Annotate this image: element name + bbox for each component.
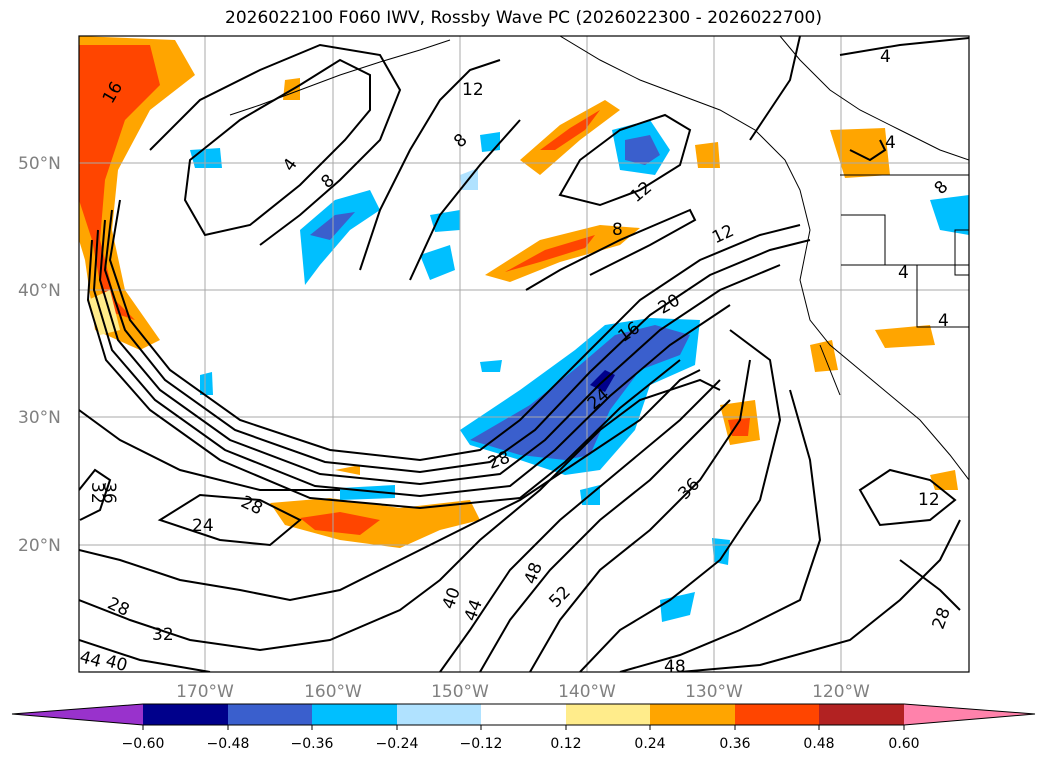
contour-label: 32 [87,482,107,504]
lon-label-130w: 130°W [685,682,743,702]
lat-label-20n: 20°N [18,536,61,556]
lat-label-50n: 50°N [18,154,61,174]
colorbar: −0.60 −0.48 −0.36 −0.24 −0.12 0.12 0.24 … [11,703,1036,752]
colorbar-cell [735,704,819,725]
contour-label: 4 [880,47,891,67]
colorbar-tick: −0.12 [460,736,503,752]
contour-label: 4 [938,311,949,331]
contour-label: 4 [898,263,909,283]
lat-label-30n: 30°N [18,408,61,428]
lon-label-120w: 120°W [812,682,870,702]
colorbar-tick: 0.12 [550,736,581,752]
coastlines [229,36,969,481]
colorbar-tick: −0.36 [291,736,334,752]
contour-label: 8 [612,220,623,240]
strong-cold-anomaly-main [470,325,690,460]
colorbar-tick: 0.60 [888,736,919,752]
colorbar-cell [397,704,481,725]
contour-label: 12 [918,490,940,510]
contour-label: 36 [99,482,119,504]
longitude-labels: 170°W 160°W 150°W 140°W 130°W 120°W [176,682,870,702]
colorbar-cell [819,704,904,725]
colorbar-cell [650,704,735,725]
latitude-labels: 50°N 40°N 30°N 20°N [18,154,61,556]
colorbar-cell [228,704,312,725]
colorbar-tick: 0.24 [634,736,665,752]
iwv-contours [79,36,969,672]
lon-label-140w: 140°W [558,682,616,702]
lon-label-150w: 150°W [431,682,489,702]
strong-warm-anomaly-northwest [79,45,160,320]
contour-label: 12 [462,80,484,100]
contour-label: 4 [885,133,896,153]
map-frame [78,35,970,673]
colorbar-tick: −0.24 [376,736,419,752]
colorbar-cell [904,704,1035,725]
colorbar-cell [12,704,143,725]
colorbar-cell [566,704,650,725]
colorbar-cell [143,704,228,725]
anomaly-shading [79,36,969,622]
lat-label-40n: 40°N [18,281,61,301]
colorbar-tick: −0.48 [207,736,250,752]
colorbar-cell [312,704,397,725]
contour-label: 24 [192,516,214,536]
colorbar-tick: 0.36 [719,736,750,752]
colorbar-tick: 0.48 [803,736,834,752]
lon-label-160w: 160°W [304,682,362,702]
colorbar-cell [481,704,566,725]
contour-label: 48 [664,657,686,677]
colorbar-tick: −0.60 [122,736,165,752]
map-title: 2026022100 F060 IWV, Rossby Wave PC (202… [225,8,822,28]
lon-label-170w: 170°W [176,682,234,702]
contour-label: 32 [152,625,174,645]
